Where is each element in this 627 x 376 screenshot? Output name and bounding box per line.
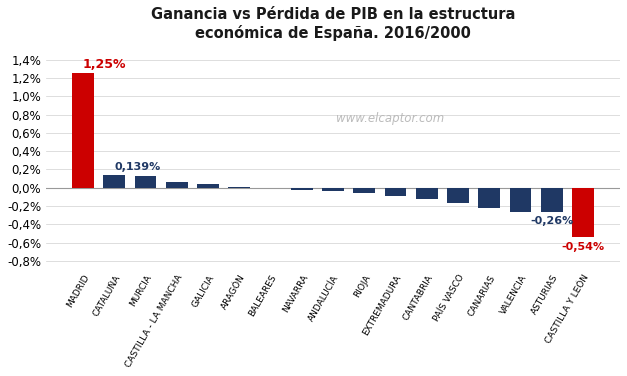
- Bar: [166, 182, 187, 188]
- Text: 1,25%: 1,25%: [83, 58, 127, 71]
- Bar: [291, 188, 313, 190]
- Bar: [353, 188, 375, 193]
- Bar: [572, 188, 594, 237]
- Bar: [322, 188, 344, 191]
- Text: -0,54%: -0,54%: [561, 242, 604, 252]
- Bar: [228, 187, 250, 188]
- Title: Ganancia vs Pérdida de PIB en la estructura
económica de España. 2016/2000: Ganancia vs Pérdida de PIB en la estruct…: [151, 7, 515, 41]
- Bar: [103, 175, 125, 188]
- Bar: [135, 176, 156, 188]
- Bar: [416, 188, 438, 199]
- Bar: [478, 188, 500, 208]
- Text: 0,139%: 0,139%: [114, 162, 161, 172]
- Text: www.elcaptor.com: www.elcaptor.com: [336, 112, 445, 126]
- Bar: [197, 184, 219, 188]
- Bar: [541, 188, 562, 212]
- Bar: [510, 188, 532, 212]
- Bar: [72, 73, 94, 188]
- Bar: [447, 188, 469, 203]
- Text: -0,26%: -0,26%: [530, 216, 574, 226]
- Bar: [384, 188, 406, 196]
